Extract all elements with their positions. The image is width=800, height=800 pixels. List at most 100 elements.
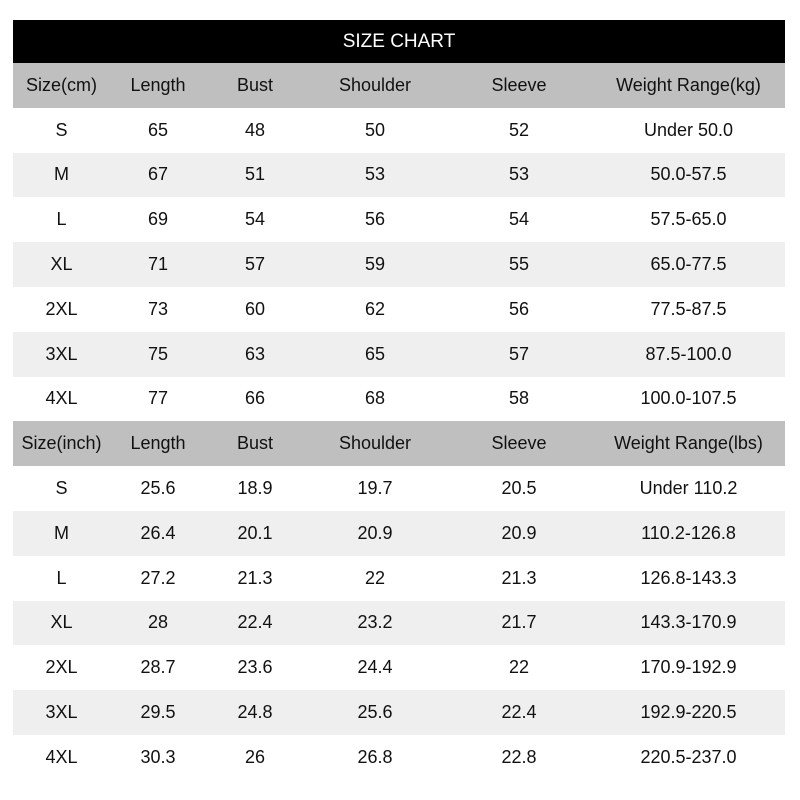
table-cell: 26.8	[357, 746, 393, 767]
table-cell: 66	[244, 388, 266, 409]
table-cell: XL	[50, 254, 73, 275]
table-cell: 4XL	[45, 388, 78, 409]
table-row: L 69 54 56 54 57.5-65.0	[13, 197, 785, 242]
header-cell: Size(cm)	[26, 74, 97, 95]
header-cell: Length	[130, 74, 186, 95]
table-cell: 26.4	[140, 522, 176, 543]
table-cell: 20.9	[501, 522, 537, 543]
table-cell: 55	[508, 254, 530, 275]
table-row: M 67 51 53 53 50.0-57.5	[13, 152, 785, 198]
header-row: Size(cm) Length Bust Shoulder Sleeve Weight R…	[13, 63, 785, 108]
table-cell: 19.7	[357, 478, 393, 499]
table-cell: Under 110.2	[639, 478, 738, 499]
table-cell: 22	[508, 657, 530, 678]
table-cell: 56	[364, 209, 386, 230]
table-cell: Under 50.0	[643, 119, 734, 140]
table-row: S 25.6 18.9 19.7 20.5 Under 110.2	[13, 466, 785, 511]
table-cell: 2XL	[45, 298, 78, 319]
table-cell: 30.3	[140, 746, 176, 767]
table-cell: S	[55, 119, 68, 140]
table-row: 2XL 73 60 62 56 77.5-87.5	[13, 287, 785, 332]
header-cell: Weight Range(lbs)	[614, 433, 763, 454]
table-row: 2XL 28.7 23.6 24.4 22 170.9-192.9	[13, 645, 785, 690]
table-cell: 52	[508, 119, 530, 140]
table-row: 4XL 30.3 26 26.8 22.8 220.5-237.0	[13, 735, 785, 780]
header-cell: Size(inch)	[21, 433, 102, 454]
table-cell: 20.9	[357, 522, 393, 543]
table-cell: 24.8	[237, 702, 273, 723]
table-cell: 65	[364, 343, 386, 364]
table-cell: L	[56, 567, 67, 588]
table-cell: 4XL	[45, 746, 78, 767]
table-cell: 77.5-87.5	[650, 298, 727, 319]
table-cell: 53	[508, 164, 530, 185]
table-cell: 57	[244, 254, 266, 275]
table-cell: 21.3	[237, 567, 273, 588]
table-cell: 71	[147, 254, 169, 275]
table-cell: 77	[147, 388, 169, 409]
size-chart: SIZE CHART Size(cm) Length Bust Shoulder Sle…	[13, 20, 785, 780]
table-cell: 50.0-57.5	[650, 164, 727, 185]
table-cell: 3XL	[45, 343, 78, 364]
table-cell: 48	[244, 119, 266, 140]
header-cell: Weight Range(kg)	[616, 74, 761, 95]
table-cell: 21.3	[501, 567, 537, 588]
header-cell: Sleeve	[491, 74, 547, 95]
table-row: 3XL 75 63 65 57 87.5-100.0	[13, 331, 785, 377]
table-cell: 57	[508, 343, 530, 364]
header-cell: Length	[130, 433, 186, 454]
table-cell: 126.8-143.3	[640, 567, 737, 588]
table-cell: 192.9-220.5	[640, 702, 737, 723]
table-cell: 73	[147, 298, 169, 319]
table-cell: 22	[364, 567, 386, 588]
table-cell: 25.6	[140, 478, 176, 499]
table-cell: 22.4	[501, 702, 537, 723]
table-cell: 54	[244, 209, 266, 230]
table-cell: 143.3-170.9	[640, 612, 737, 633]
table-cell: 25.6	[357, 702, 393, 723]
table-row: L 27.2 21.3 22 21.3 126.8-143.3	[13, 556, 785, 601]
header-cell: Bust	[236, 74, 274, 95]
table-cell: 65	[147, 119, 169, 140]
table-cell: 220.5-237.0	[640, 746, 737, 767]
table-cell: M	[54, 522, 69, 543]
table-cell: 100.0-107.5	[640, 388, 737, 409]
table-cell: M	[54, 164, 69, 185]
header-row: Size(inch) Length Bust Shoulder Sleeve Weight…	[13, 421, 785, 467]
table-cell: 60	[244, 298, 266, 319]
table-cell: S	[55, 478, 68, 499]
table-cell: 63	[244, 343, 266, 364]
table-cell: 28.7	[140, 657, 176, 678]
table-cell: 50	[364, 119, 386, 140]
table-cell: 26	[244, 746, 266, 767]
table-cell: 53	[364, 164, 386, 185]
table-cell: 57.5-65.0	[650, 209, 727, 230]
table-cell: 54	[508, 209, 530, 230]
table-cell: XL	[50, 612, 73, 633]
table-cell: 51	[244, 164, 266, 185]
table-row: 3XL 29.5 24.8 25.6 22.4 192.9-220.5	[13, 690, 785, 735]
table-row: 4XL 77 66 68 58 100.0-107.5	[13, 377, 785, 422]
table-cell: 170.9-192.9	[640, 657, 737, 678]
table-cell: 68	[364, 388, 386, 409]
header-cell: Shoulder	[338, 74, 412, 95]
table-cell: 110.2-126.8	[641, 522, 736, 543]
table-cell: 75	[147, 343, 169, 364]
table-cell: 20.1	[237, 522, 273, 543]
table-cell: 3XL	[45, 702, 78, 723]
table-cell: 23.6	[237, 657, 273, 678]
table-cell: 28	[147, 612, 169, 633]
table-row: XL 28 22.4 23.2 21.7 143.3-170.9	[13, 600, 785, 646]
table-row: M 26.4 20.1 20.9 20.9 110.2-126.8	[13, 510, 785, 556]
chart-title: SIZE CHART	[13, 20, 785, 63]
table-cell: 23.2	[357, 612, 393, 633]
header-cell: Sleeve	[491, 433, 547, 454]
table-row: XL 71 57 59 55 65.0-77.5	[13, 242, 785, 287]
table-cell: 27.2	[140, 567, 176, 588]
header-cell: Bust	[236, 433, 274, 454]
table-cell: 62	[364, 298, 386, 319]
table-cell: 2XL	[45, 657, 78, 678]
table-cell: 21.7	[501, 612, 537, 633]
table-cell: 59	[364, 254, 386, 275]
table-cell: 22.4	[237, 612, 273, 633]
